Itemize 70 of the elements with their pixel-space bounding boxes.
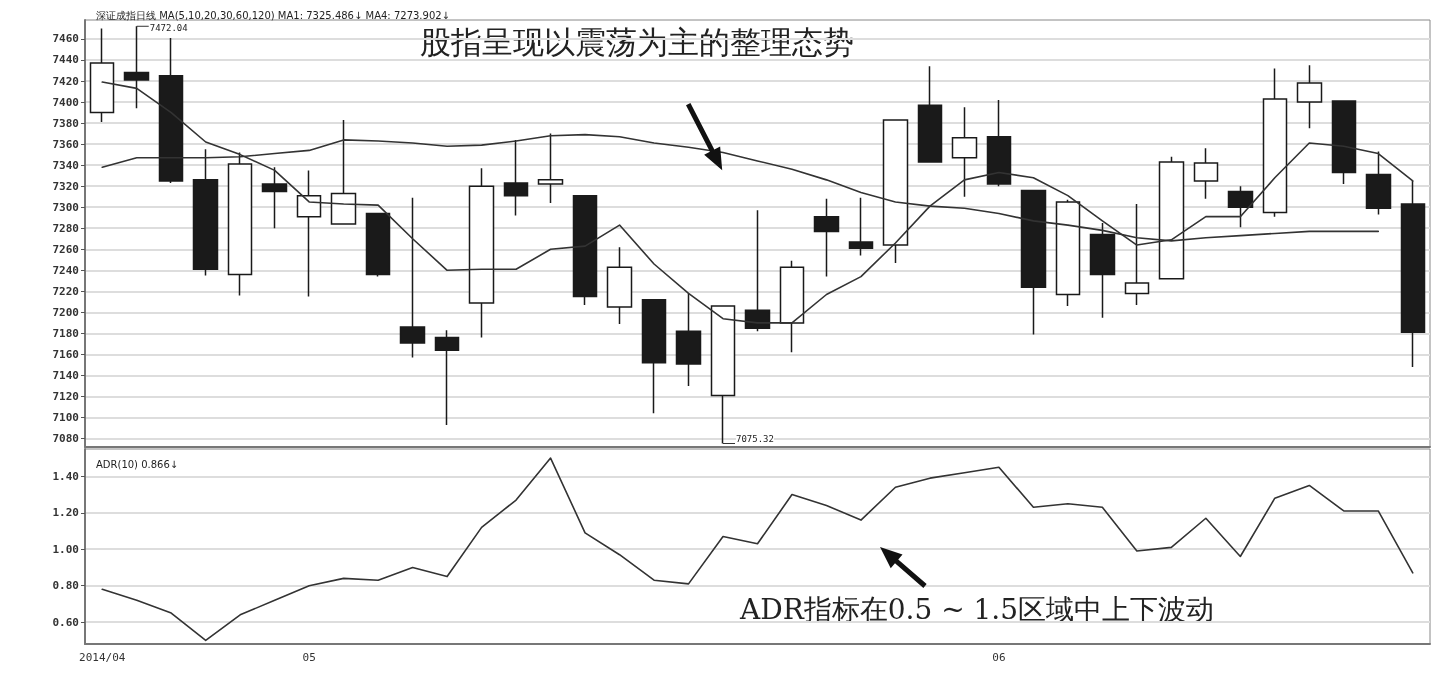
- y-tick-label: 7120: [52, 390, 79, 404]
- candlestick: [744, 209, 771, 333]
- candlestick: [1020, 189, 1047, 336]
- candlestick: [192, 148, 219, 277]
- candlestick: [1089, 222, 1116, 319]
- candlestick: [537, 132, 564, 204]
- candlestick: [296, 169, 322, 298]
- candlestick: [779, 260, 805, 354]
- y-tick-label: 7220: [52, 284, 79, 298]
- chart-title: 深证成指日线 MA(5,10,20,30,60,120) MA1: 7325.486↓ MA4: 7273.902↓: [96, 9, 450, 21]
- text: ADR(10) 0.866↓: [96, 458, 179, 470]
- y-tick-label: 7420: [52, 74, 79, 88]
- candlestick: [1365, 150, 1392, 216]
- candlestick: [1055, 199, 1081, 307]
- candlestick: [882, 119, 909, 264]
- y-tick-label: 7460: [52, 32, 79, 46]
- candlestick: [468, 167, 495, 339]
- line-series: [101, 81, 1414, 324]
- y-tick-label: 7440: [52, 53, 79, 67]
- candlestick: [1158, 155, 1185, 280]
- y-tick-label: 7140: [52, 368, 79, 382]
- candlestick: [434, 329, 460, 426]
- y-tick-label: 7160: [52, 347, 79, 361]
- candlestick: [641, 299, 667, 415]
- y-tick-label: 7260: [52, 242, 79, 256]
- y-tick-label: 7380: [52, 116, 79, 130]
- candlestick: [330, 119, 357, 225]
- annotation: 7472.04: [149, 22, 188, 33]
- y-tick-label: 0.60: [52, 615, 79, 629]
- y-tick-label: 7320: [52, 179, 79, 193]
- annotation: 7075.32: [736, 434, 774, 445]
- candlestick: [675, 292, 702, 387]
- y-tick-label: 0.80: [52, 579, 79, 593]
- candlestick: [158, 37, 184, 184]
- y-tick-label: 7240: [52, 263, 79, 277]
- candlestick: [1124, 203, 1150, 306]
- candlestick: [227, 151, 253, 297]
- y-tick-label: 1.40: [52, 469, 79, 483]
- x-tick-label: 2014/04: [79, 651, 126, 664]
- y-tick-label: 7100: [52, 411, 79, 425]
- candlestick: [503, 139, 529, 217]
- y-tick-label: 1.00: [52, 542, 79, 556]
- candlestick: [1227, 185, 1254, 228]
- x-tick-label: 06: [992, 651, 1006, 664]
- candlestick: [89, 27, 115, 123]
- candlestick: [951, 106, 978, 198]
- candlestick: [606, 246, 633, 325]
- y-tick-label: 7400: [52, 95, 79, 109]
- candlestick: [365, 212, 391, 278]
- y-tick-label: 7080: [52, 432, 79, 446]
- candlestick: [813, 198, 840, 278]
- candlestick: [399, 196, 426, 359]
- candlestick: [1400, 180, 1426, 368]
- y-tick-label: 7360: [52, 137, 79, 151]
- x-tick-label: 05: [302, 651, 316, 664]
- candlestick: [261, 166, 288, 229]
- y-tick-label: 1.20: [52, 506, 79, 520]
- candlestick: [1296, 64, 1323, 130]
- y-tick-label: 7340: [52, 158, 79, 172]
- candlestick: [917, 65, 943, 163]
- candlestick: [1193, 147, 1219, 200]
- y-tick-label: 7280: [52, 221, 79, 235]
- candlestick: [986, 99, 1012, 187]
- y-tick-label: 7300: [52, 200, 79, 214]
- y-tick-label: 7200: [52, 305, 79, 319]
- candlestick: [1262, 67, 1288, 218]
- candlestick: [848, 196, 874, 257]
- candlestick: [1331, 100, 1357, 185]
- y-tick-label: 7180: [52, 326, 79, 340]
- candlestick: [572, 194, 598, 306]
